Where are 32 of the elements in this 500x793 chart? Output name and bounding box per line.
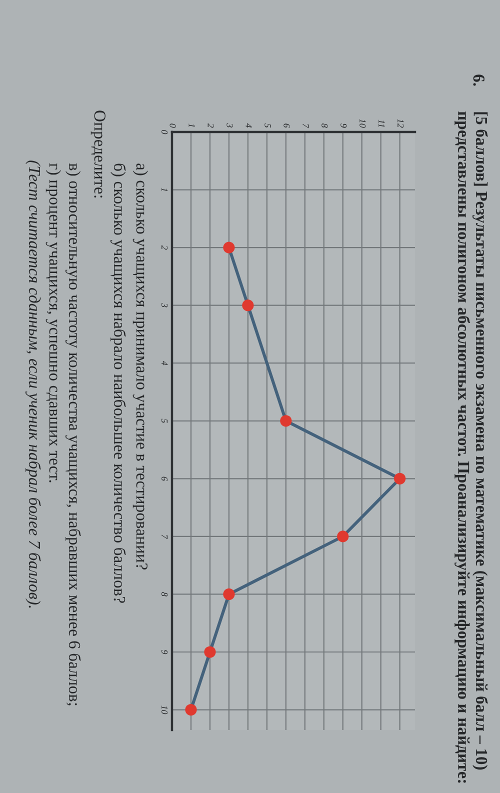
text: Определите: bbox=[90, 110, 106, 198]
y-tick-label: 5 bbox=[161, 418, 168, 423]
y-tick-label: 4 bbox=[162, 360, 168, 366]
y-tick-label: 1 bbox=[162, 188, 168, 192]
x-tick-label: 9 bbox=[340, 124, 347, 128]
y-tick-label: 8 bbox=[161, 592, 168, 596]
text: [5 баллов] Результаты письменного экзамена по математике (максимальный балл – 10) представлены полигоном абсолютных частот. Проанализируйте информацию и найдите: bbox=[454, 111, 488, 783]
x-tick-label: 5 bbox=[264, 123, 271, 128]
x-tick-label: 4 bbox=[246, 123, 252, 128]
x-tick-label: 3 bbox=[226, 123, 233, 128]
text: б) сколько учащихся набрало наибольшее количество баллов? bbox=[110, 164, 126, 603]
x-tick-label: 2 bbox=[208, 123, 214, 128]
y-tick-label: 6 bbox=[161, 476, 168, 481]
y-tick-label: 7 bbox=[162, 534, 168, 540]
x-tick-label: 6 bbox=[284, 124, 290, 128]
y-tick-label: 2 bbox=[162, 245, 168, 250]
y-tick-label: 0 bbox=[161, 130, 168, 134]
x-tick-label: 11 bbox=[378, 120, 385, 127]
x-tick-label: 0 bbox=[170, 124, 176, 128]
y-tick-label: 9 bbox=[161, 650, 168, 654]
text: г) процент учащихся, успешно сдавших тест. bbox=[46, 163, 61, 482]
text: а) сколько учащихся принимало участие в тестировании? bbox=[132, 164, 148, 570]
text: 6. bbox=[473, 74, 484, 86]
x-tick-label: 8 bbox=[322, 124, 328, 128]
x-tick-label: 12 bbox=[398, 119, 404, 128]
y-tick-label: 3 bbox=[161, 303, 168, 308]
text: в) относительную частоту количества учащихся, набравших менее 6 баллов; bbox=[65, 163, 81, 706]
text: (Тест считается сданным, если ученик набрал более 7 баллов). bbox=[25, 160, 41, 608]
x-tick-label: 10 bbox=[360, 119, 366, 128]
y-tick-label: 10 bbox=[161, 706, 168, 714]
x-tick-label: 1 bbox=[188, 124, 195, 127]
x-tick-label: 7 bbox=[302, 124, 309, 128]
